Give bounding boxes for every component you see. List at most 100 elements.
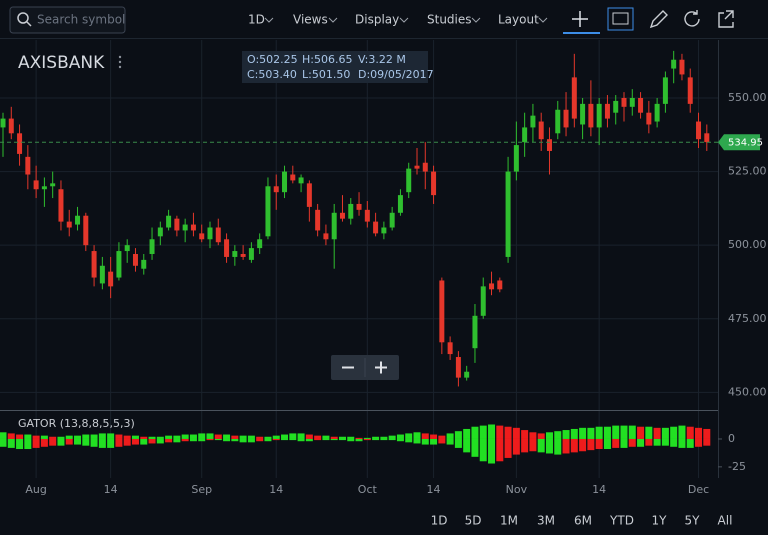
ohlc-value: O:502.25 <box>247 53 298 66</box>
gator-bar <box>496 438 504 462</box>
gator-bar <box>512 438 520 455</box>
gator-bar <box>189 434 197 439</box>
menu-item[interactable]: Views <box>293 13 328 27</box>
candle-body <box>257 239 263 249</box>
y-tick-label: 525.00 <box>728 165 767 178</box>
candle-body <box>654 103 660 122</box>
gator-bar <box>156 436 164 439</box>
gator-bar <box>413 432 421 439</box>
y-tick-label: 0 <box>728 432 735 445</box>
gator-bar <box>264 436 272 439</box>
range-button[interactable]: 5Y <box>685 514 701 528</box>
gator-bar <box>430 438 438 445</box>
candle-body <box>431 171 437 196</box>
x-tick-label: 14 <box>104 483 118 496</box>
ohlc-value: V:3.22 M <box>358 53 406 66</box>
range-buttons: 1D 5D 1M 3M 6M YTD 1Y 5Y All <box>431 514 733 528</box>
gator-bar <box>256 436 264 439</box>
gator-bar <box>521 430 529 439</box>
candle-body <box>538 121 544 140</box>
layout-button[interactable] <box>607 7 634 31</box>
chevrons <box>264 17 548 23</box>
menu-item[interactable]: Display <box>355 13 399 27</box>
candle-body <box>190 224 196 231</box>
crosshair-button[interactable] <box>572 11 588 27</box>
gator-bar <box>488 424 496 439</box>
candle-body <box>166 215 172 228</box>
candle-body <box>671 59 677 69</box>
menu-dots <box>118 60 122 64</box>
gator-bar <box>628 438 636 447</box>
gator-bar <box>620 438 628 448</box>
gator-bar <box>529 432 537 439</box>
candle-body <box>530 115 536 128</box>
gator-bar <box>545 438 553 454</box>
candle-body <box>522 127 528 143</box>
menu-item[interactable]: Studies <box>427 13 472 27</box>
gator-bar <box>504 438 512 458</box>
x-tick-label: Aug <box>25 483 46 496</box>
gator-bar <box>372 438 380 441</box>
gator-bar <box>247 435 255 439</box>
gator-bar <box>653 438 661 446</box>
gator-bar <box>40 438 48 447</box>
range-button[interactable]: 6M <box>574 514 592 528</box>
gator-bar <box>98 438 106 448</box>
gator-bar <box>595 426 603 439</box>
candle-body <box>124 245 130 252</box>
toolbar: Search symbol 1D Views Display Studies L… <box>0 6 768 39</box>
gator-bar <box>405 438 413 443</box>
candle-body <box>455 357 461 378</box>
range-button[interactable]: 1M <box>500 514 518 528</box>
candle-body <box>596 103 602 128</box>
range-button[interactable]: All <box>718 514 733 528</box>
range-button[interactable]: 3M <box>537 514 555 528</box>
menu-item[interactable]: 1D <box>248 13 265 27</box>
gator-bar <box>65 438 73 445</box>
candle-body <box>0 118 6 128</box>
candle-body <box>50 183 56 187</box>
search-box[interactable] <box>9 6 126 34</box>
candle-body <box>174 218 180 231</box>
x-tick-label: Dec <box>688 483 709 496</box>
menu-dots[interactable] <box>118 55 122 59</box>
export-button[interactable] <box>718 10 734 28</box>
candle-body <box>17 133 23 154</box>
candle-body <box>389 212 395 228</box>
draw-button[interactable] <box>649 10 668 29</box>
gator-bar <box>82 434 90 439</box>
range-button[interactable]: 1Y <box>652 514 668 528</box>
gator-bar <box>512 427 520 439</box>
gator-bar <box>678 438 686 448</box>
candle-body <box>373 221 379 234</box>
candle-body <box>75 215 81 225</box>
symbol: AXISBANK <box>18 53 105 73</box>
gator-bar <box>372 436 380 439</box>
gator-bar <box>438 435 446 439</box>
candle-body <box>224 239 230 257</box>
gator-bar <box>0 432 7 439</box>
zoom-in[interactable] <box>375 361 387 374</box>
gator-bar <box>49 436 57 439</box>
reset-button[interactable] <box>684 10 700 27</box>
range-button[interactable]: 5D <box>465 514 482 528</box>
range-button[interactable]: 1D <box>431 514 448 528</box>
gator-bar <box>645 426 653 439</box>
y-tick-label: 475.00 <box>728 312 767 325</box>
range-button[interactable]: YTD <box>609 514 634 528</box>
search-icon <box>26 21 32 27</box>
gator-bar <box>479 438 487 462</box>
gator-bar <box>686 426 694 439</box>
candle-body <box>381 227 387 234</box>
last-price-tag <box>718 134 760 151</box>
candle-body <box>621 97 627 107</box>
gator-bar <box>82 438 90 446</box>
gator-bar <box>579 427 587 439</box>
gator-bar <box>247 438 255 443</box>
menu-item[interactable]: Layout <box>498 13 539 27</box>
gator-bar <box>148 438 156 444</box>
candle-body <box>215 227 221 243</box>
layout-icon <box>612 12 629 25</box>
gator-bar <box>438 438 446 444</box>
